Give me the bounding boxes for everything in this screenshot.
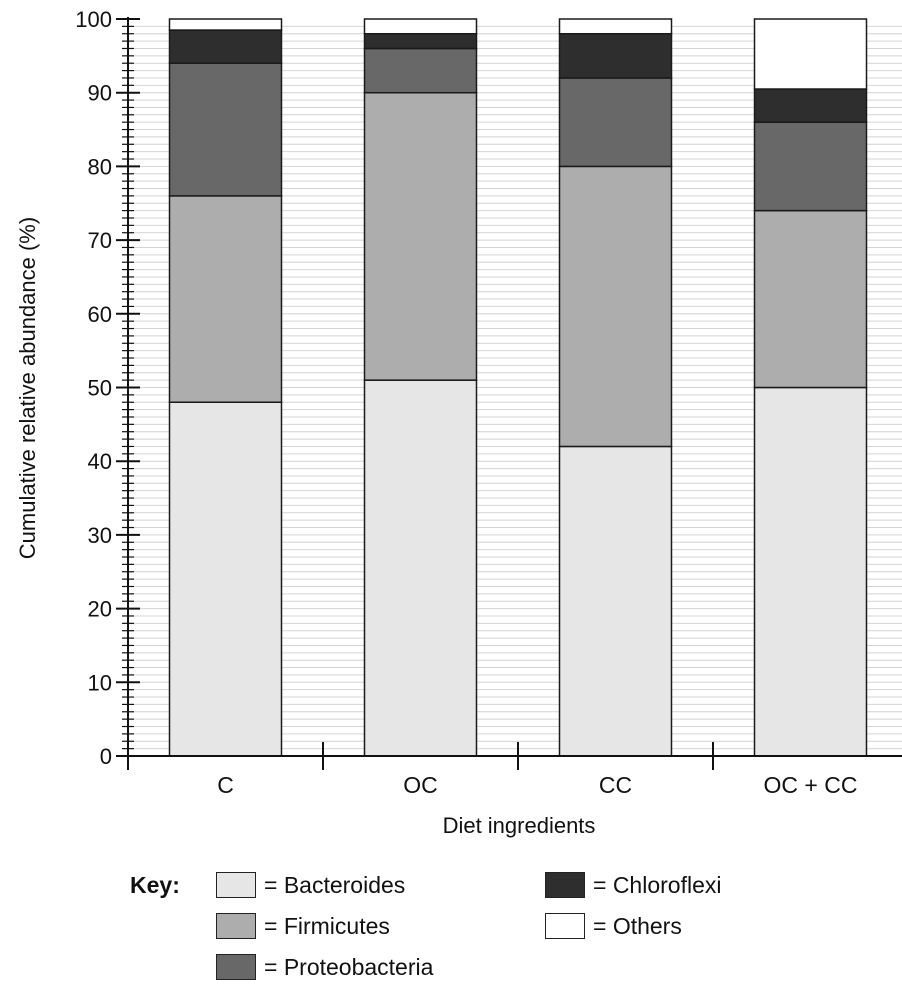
- bar-segment-chloroflexi: [753, 88, 868, 123]
- bar-segment-bacteroides: [558, 445, 673, 757]
- bar-segment-bacteroides: [168, 401, 283, 757]
- bar-segment-bacteroides: [363, 379, 478, 757]
- bar-segment-firmicutes: [168, 195, 283, 403]
- bar-segment-others: [558, 18, 673, 35]
- bar-segment-others: [168, 18, 283, 31]
- bars: [168, 18, 868, 757]
- legend-item-chloroflexi: = Chloroflexi: [545, 870, 721, 900]
- legend-item-firmicutes: = Firmicutes: [216, 911, 390, 941]
- stacked-bar-chart: 0 10 20 30 40 50 60 70 80 90 100 C OC CC OC + CC Cumu…: [15, 7, 902, 838]
- x-axis-title: Diet ingredients: [443, 813, 596, 838]
- legend-item-bacteroides: = Bacteroides: [216, 870, 405, 900]
- bar-segment-proteobacteria: [753, 121, 868, 212]
- y-tick-label: 80: [88, 154, 112, 179]
- x-category-label: OC: [403, 772, 438, 798]
- y-tick-labels: 0 10 20 30 40 50 60 70 80 90 100: [75, 7, 112, 769]
- legend-item-others: = Others: [545, 911, 682, 941]
- y-tick-label: 70: [88, 228, 112, 253]
- y-tick-label: 100: [75, 7, 112, 32]
- y-tick-label: 30: [88, 523, 112, 548]
- bar-segment-firmicutes: [363, 91, 478, 381]
- bar-segment-firmicutes: [753, 209, 868, 389]
- legend-label: = Proteobacteria: [264, 953, 434, 980]
- y-tick-label: 20: [88, 597, 112, 622]
- legend-label: = Chloroflexi: [593, 871, 722, 898]
- legend-label: = Firmicutes: [264, 912, 390, 939]
- bar-segment-proteobacteria: [168, 62, 283, 197]
- legend-item-proteobacteria: = Proteobacteria: [216, 952, 433, 982]
- legend-title: Key:: [130, 872, 180, 898]
- x-category-label: C: [217, 772, 234, 798]
- firmicutes-swatch-icon: [216, 913, 256, 939]
- y-tick-label: 50: [88, 376, 112, 401]
- bar-segment-firmicutes: [558, 165, 673, 448]
- y-axis-title: Cumulative relative abundance (%): [15, 217, 40, 559]
- legend-label: = Bacteroides: [264, 871, 406, 898]
- legend-label: = Others: [593, 912, 682, 939]
- x-category-label: CC: [599, 772, 632, 798]
- y-tick-label: 0: [100, 744, 112, 769]
- y-tick-label: 10: [88, 670, 112, 695]
- bacteroides-swatch-icon: [216, 872, 256, 898]
- proteobacteria-swatch-icon: [216, 954, 256, 980]
- bar-segment-bacteroides: [753, 386, 868, 757]
- y-tick-label: 40: [88, 449, 112, 474]
- bar-segment-chloroflexi: [558, 32, 673, 79]
- y-tick-label: 90: [88, 81, 112, 106]
- bar-segment-chloroflexi: [168, 29, 283, 64]
- bar-segment-chloroflexi: [363, 32, 478, 50]
- axes: [116, 17, 902, 770]
- bar-segment-proteobacteria: [363, 47, 478, 94]
- others-swatch-icon: [545, 913, 585, 939]
- legend: Key: = Bacteroides = Firmicutes = Proteo…: [124, 868, 824, 983]
- x-category-labels: C OC CC OC + CC: [217, 772, 857, 798]
- y-tick-label: 60: [88, 302, 112, 327]
- x-category-label: OC + CC: [764, 772, 858, 798]
- bar-segment-proteobacteria: [558, 77, 673, 168]
- bar-segment-others: [363, 18, 478, 35]
- chloroflexi-swatch-icon: [545, 872, 585, 898]
- bar-segment-others: [753, 18, 868, 90]
